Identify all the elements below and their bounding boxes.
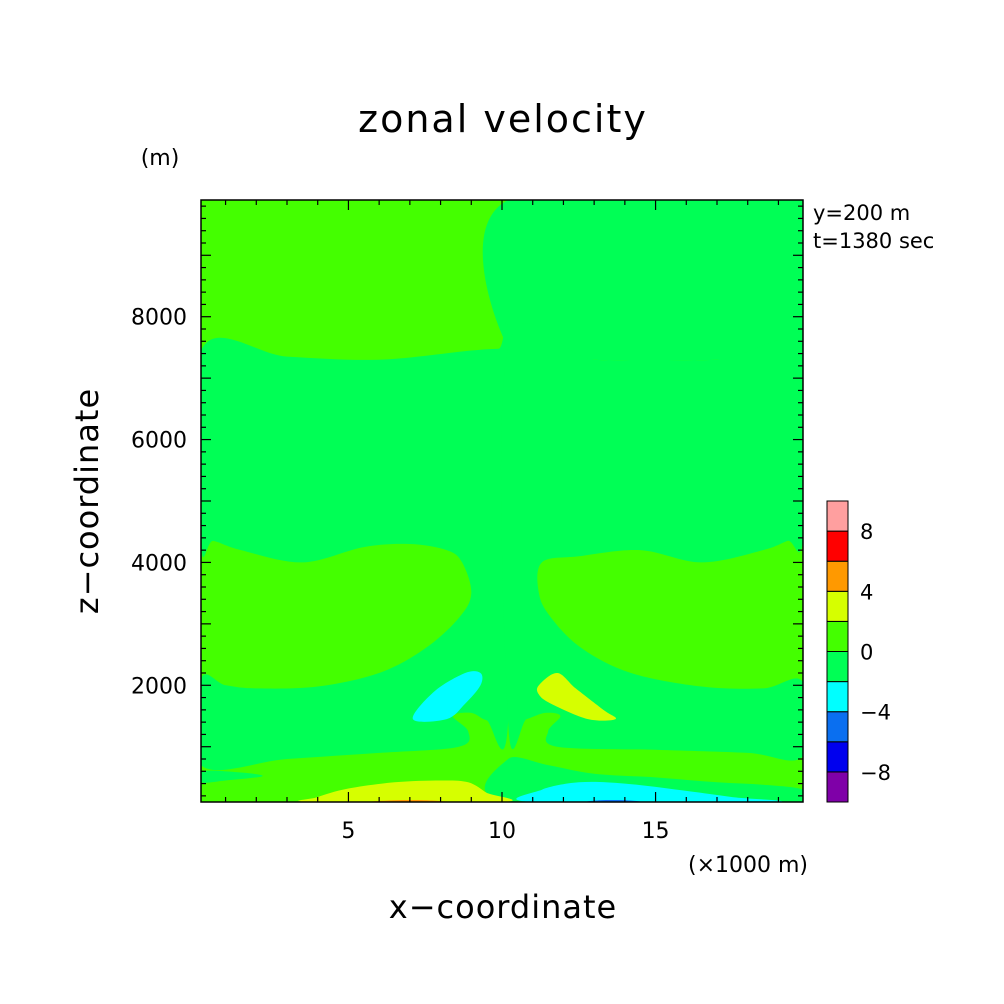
colorbar-segment bbox=[826, 620, 849, 653]
region-surface-negative-east bbox=[516, 781, 783, 802]
colorbar-segment bbox=[826, 681, 849, 713]
colorbar-segment bbox=[826, 560, 849, 592]
y-tick-label: 2000 bbox=[131, 674, 187, 699]
chart-title: zonal velocity bbox=[358, 97, 648, 141]
region-upper-layer-east bbox=[482, 200, 803, 365]
region-negative-cell-west bbox=[412, 671, 483, 722]
colorbar-segment bbox=[826, 651, 849, 683]
contour-regions bbox=[201, 200, 803, 802]
region-lower-layer-west bbox=[201, 770, 263, 783]
colorbar-label: −8 bbox=[860, 761, 891, 785]
x-tick-label: 10 bbox=[488, 819, 516, 844]
region-middle-band-east bbox=[501, 323, 803, 761]
y-tick-label: 8000 bbox=[131, 306, 187, 331]
colorbar-segment bbox=[826, 771, 849, 803]
y-unit-label: (m) bbox=[141, 146, 180, 171]
plot-area bbox=[201, 200, 803, 802]
colorbar-segment bbox=[826, 711, 849, 743]
colorbar-label: 4 bbox=[860, 580, 873, 604]
region-positive-cell-east bbox=[536, 672, 617, 721]
colorbar-segment bbox=[826, 590, 849, 622]
colorbar: 8 4 0 −4 −8 bbox=[826, 500, 891, 803]
colorbar-segment bbox=[826, 530, 849, 562]
annotation-y-position: y=200 m bbox=[813, 201, 910, 225]
x-ticks: 5 10 15 bbox=[224, 200, 780, 844]
annotation-time: t=1380 sec bbox=[813, 229, 934, 253]
region-middle-band-west bbox=[201, 320, 511, 771]
colorbar-label: 0 bbox=[860, 641, 873, 665]
colorbar-segment bbox=[826, 500, 849, 532]
y-ticks: 2000 4000 6000 8000 bbox=[131, 205, 803, 797]
colorbar-segment bbox=[826, 741, 849, 773]
region-surface-positive-west bbox=[298, 780, 513, 802]
colorbar-label: 8 bbox=[860, 520, 873, 544]
x-axis-label: x−coordinate bbox=[389, 888, 617, 926]
y-tick-label: 6000 bbox=[131, 429, 187, 454]
x-tick-label: 15 bbox=[642, 819, 670, 844]
y-axis-label: z−coordinate bbox=[68, 388, 106, 614]
x-tick-label: 5 bbox=[341, 819, 355, 844]
x-unit-label: (×1000 m) bbox=[688, 853, 808, 878]
colorbar-label: −4 bbox=[860, 701, 891, 725]
y-tick-label: 4000 bbox=[131, 551, 187, 576]
